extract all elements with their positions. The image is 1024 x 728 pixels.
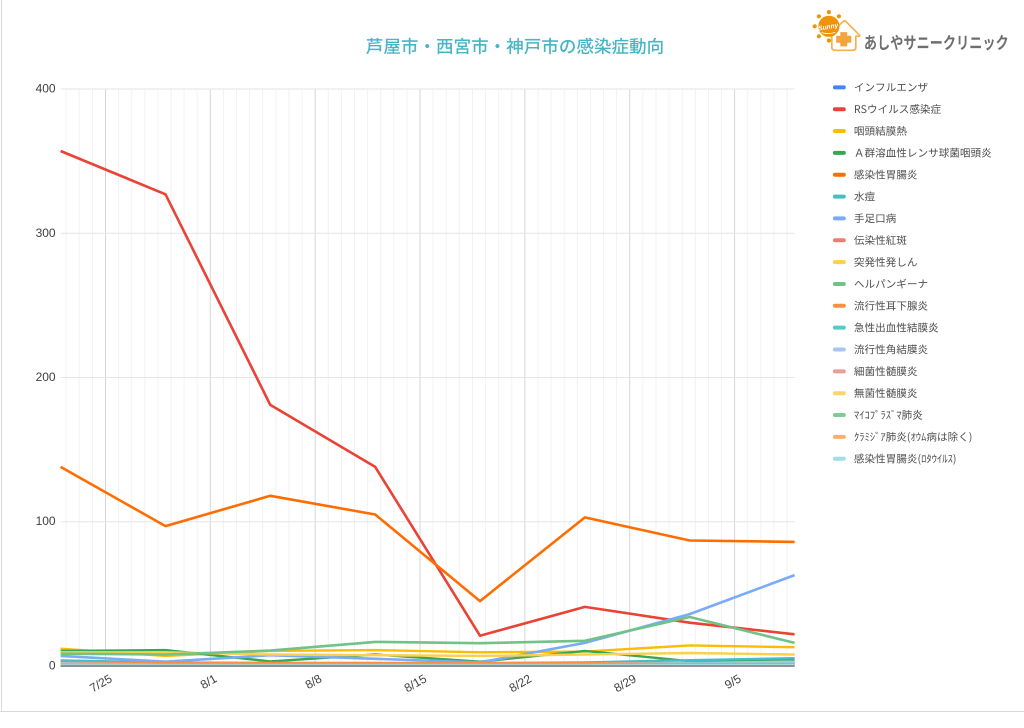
svg-text:Sunny: Sunny xyxy=(818,22,839,32)
svg-text:100: 100 xyxy=(36,514,56,528)
svg-text:300: 300 xyxy=(36,226,56,240)
svg-text:200: 200 xyxy=(36,370,56,384)
svg-text:0: 0 xyxy=(49,659,56,673)
svg-text:400: 400 xyxy=(36,82,56,96)
